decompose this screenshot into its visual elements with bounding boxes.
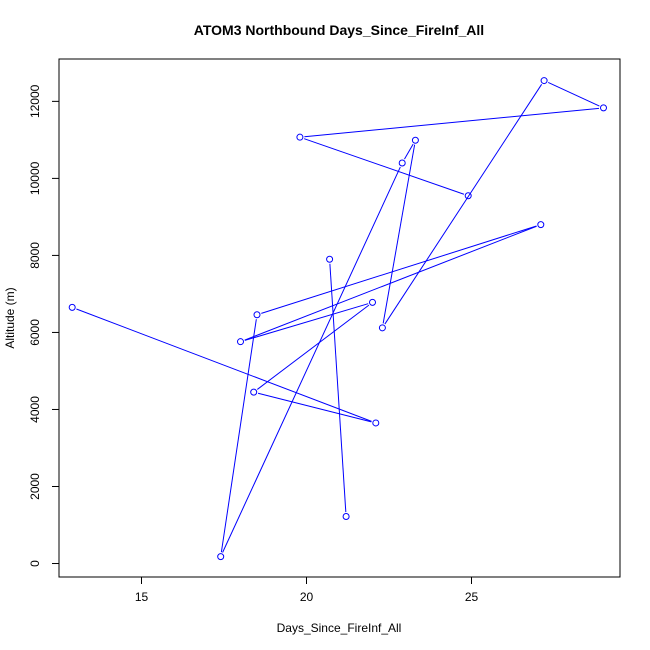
x-tick-label: 25: [465, 590, 479, 604]
data-point: [378, 324, 386, 332]
data-point: [369, 298, 376, 306]
series-segment: [547, 81, 600, 107]
data-point: [464, 192, 472, 200]
data-point: [250, 388, 258, 396]
data-point: [217, 553, 225, 561]
series-segment: [329, 263, 347, 513]
series-segment: [256, 304, 370, 390]
y-tick-label: 10000: [28, 161, 42, 195]
series-segment: [384, 84, 543, 325]
data-point: [296, 133, 304, 141]
data-point: [398, 159, 406, 167]
series-segment: [261, 225, 537, 314]
data-point: [411, 136, 419, 144]
series-segment: [303, 138, 465, 195]
y-tick-label: 2000: [28, 473, 42, 500]
series-2: [326, 255, 350, 521]
y-tick-label: 12000: [28, 84, 42, 118]
x-tick-label: 20: [300, 590, 314, 604]
data-point: [326, 255, 334, 263]
chart-title: ATOM3 Northbound Days_Since_FireInf_All: [194, 22, 484, 38]
data-point: [342, 513, 350, 521]
series-segment: [404, 143, 414, 160]
data-point: [540, 77, 548, 85]
series-segment: [257, 392, 372, 423]
y-tick-label: 8000: [28, 242, 42, 269]
series-segment: [382, 144, 416, 324]
series-segment: [244, 303, 369, 341]
y-tick-label: 0: [28, 560, 42, 567]
x-tick-label: 15: [135, 590, 149, 604]
plot-frame: [58, 58, 621, 578]
data-point: [537, 221, 545, 229]
series-1: [68, 77, 607, 561]
data-point: [253, 311, 261, 319]
x-axis: 15 20 25: [135, 577, 479, 604]
x-axis-label: Days_Since_FireInf_All: [277, 621, 402, 635]
series-segment: [76, 308, 372, 422]
data-point: [372, 419, 380, 427]
series-layer: [68, 77, 607, 561]
y-axis: 0 2000 4000 6000 8000 10000 12000: [28, 84, 59, 567]
y-tick-label: 6000: [28, 319, 42, 346]
data-point: [68, 303, 76, 311]
y-tick-label: 4000: [28, 396, 42, 423]
data-point: [600, 104, 607, 112]
series-segment: [304, 107, 600, 138]
series-segment: [222, 166, 401, 553]
data-point: [237, 338, 244, 346]
series-segment: [220, 319, 257, 553]
y-axis-label: Altitude (m): [3, 287, 17, 348]
